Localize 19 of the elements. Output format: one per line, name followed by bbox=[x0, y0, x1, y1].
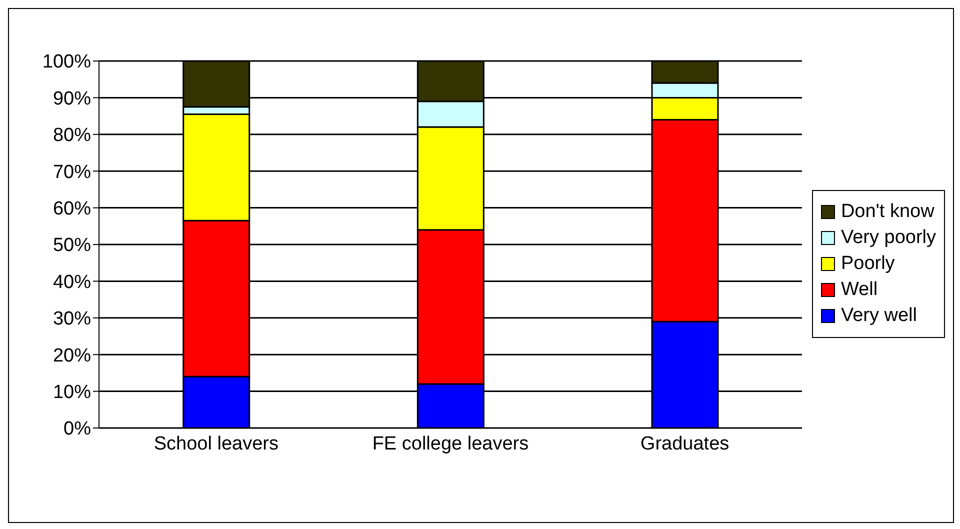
y-tick-label: 10% bbox=[52, 382, 92, 404]
x-tick-label: School leavers bbox=[154, 433, 278, 454]
y-tick-label: 0% bbox=[64, 418, 92, 440]
y-tick-label: 40% bbox=[52, 272, 92, 293]
legend-label: Very well bbox=[840, 304, 917, 326]
x-tick-label: Graduates bbox=[640, 433, 730, 454]
legend-label: Well bbox=[840, 278, 878, 300]
legend-label: Very poorly bbox=[840, 226, 936, 248]
y-tick-label: 20% bbox=[52, 345, 92, 366]
legend-label: Poorly bbox=[840, 252, 895, 274]
y-tick-label: 30% bbox=[52, 308, 92, 330]
y-tick-label: 90% bbox=[52, 88, 92, 110]
legend-label: Don't know bbox=[840, 200, 934, 222]
x-tick-label: FE college leavers bbox=[372, 433, 529, 454]
y-tick-label: 100% bbox=[42, 52, 92, 73]
y-tick-label: 70% bbox=[52, 162, 92, 183]
y-tick-label: 80% bbox=[52, 125, 92, 146]
y-tick-label: 50% bbox=[52, 235, 92, 256]
y-tick-label: 60% bbox=[52, 198, 92, 220]
